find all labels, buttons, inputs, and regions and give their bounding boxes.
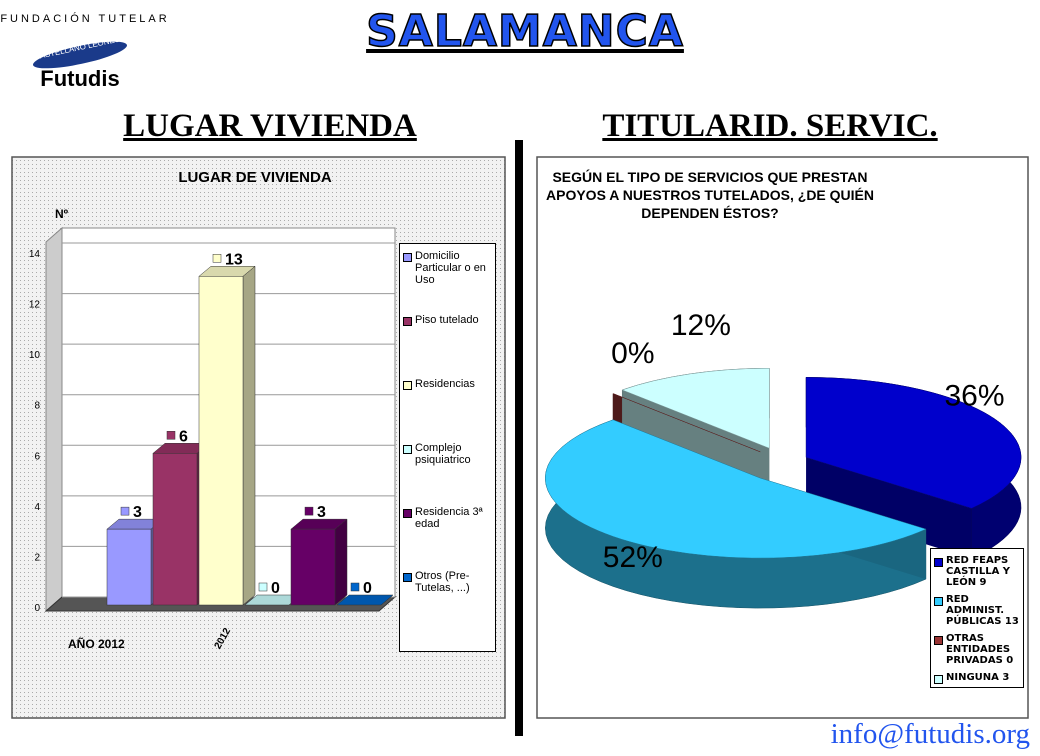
legend-item: RED FEAPS CASTILLA Y LEÓN 9 — [934, 555, 1020, 588]
y-tick-label: 0 — [34, 603, 40, 614]
legend: Domicilio Particular o en Uso Piso tutela… — [399, 243, 496, 652]
legend-label: Piso tutelado — [415, 314, 479, 326]
legend-label: NINGUNA 3 — [946, 672, 1010, 683]
legend-item: RED ADMINIST. PÚBLICAS 13 — [934, 594, 1020, 627]
y-tick-label: 8 — [34, 401, 40, 412]
data-label-marker — [304, 506, 314, 516]
data-label: 13 — [225, 251, 243, 268]
legend-swatch — [403, 573, 412, 582]
bar — [290, 528, 336, 606]
logo-brand: Futudis — [40, 66, 119, 91]
data-label: 0 — [363, 580, 372, 597]
bar-side — [242, 265, 256, 606]
legend-label: OTRAS ENTIDADES PRIVADAS 0 — [946, 633, 1014, 666]
legend-swatch — [934, 636, 943, 645]
bar-side — [334, 518, 348, 606]
x-axis-label: AÑO 2012 — [68, 636, 125, 651]
y-tick-label: 10 — [29, 350, 41, 361]
legend-label: Residencias — [415, 378, 475, 390]
legend-label: RED FEAPS CASTILLA Y LEÓN 9 — [946, 555, 1011, 588]
y-tick-label: 12 — [29, 300, 41, 311]
slide-title: SALAMANCA — [365, 5, 684, 58]
y-tick-label: 6 — [34, 451, 40, 462]
data-label: 52% — [603, 541, 663, 574]
legend-item: NINGUNA 3 — [934, 672, 1020, 684]
legend: RED FEAPS CASTILLA Y LEÓN 9 RED ADMINIST.… — [930, 548, 1024, 688]
side-wall — [45, 226, 63, 613]
bar — [152, 453, 198, 606]
legend-label: Complejo psiquiatrico — [415, 442, 471, 466]
chart-title: LUGAR DE VIVIENDA — [178, 169, 332, 186]
logo-line1: FUNDACIÓN TUTELAR — [0, 12, 169, 25]
y-axis-label: Nº — [55, 207, 69, 221]
data-label-marker — [166, 431, 176, 440]
logo-arc — [19, 43, 151, 81]
pie-slice — [621, 368, 770, 449]
legend-label: Residencia 3ª edad — [415, 506, 483, 530]
legend-item: OTRAS ENTIDADES PRIVADAS 0 — [934, 633, 1020, 666]
legend-item: Piso tutelado — [403, 314, 492, 372]
pie-slice — [545, 419, 927, 559]
legend-item: Residencia 3ª edad — [403, 506, 492, 564]
logo-band — [33, 41, 127, 69]
legend-swatch — [403, 509, 412, 518]
legend-swatch — [934, 675, 943, 684]
legend-item: Complejo psiquiatrico — [403, 442, 492, 500]
legend-swatch — [403, 381, 412, 390]
legend-label: RED ADMINIST. PÚBLICAS 13 — [946, 594, 1019, 627]
legend-swatch — [403, 317, 412, 326]
legend-item: Otros (Pre-Tutelas, ...) — [403, 570, 492, 628]
data-label: 12% — [671, 309, 731, 342]
data-label: 3 — [133, 504, 142, 521]
legend-swatch — [403, 445, 412, 454]
data-label: 0 — [271, 580, 280, 597]
bar-top — [336, 594, 394, 606]
y-tick-label: 14 — [29, 249, 41, 260]
logo: FUNDACIÓN TUTELAR CASTELLANO LEONESA Fut… — [0, 12, 169, 91]
data-label: 0% — [611, 337, 654, 370]
legend-swatch — [403, 253, 412, 262]
left-heading: LUGAR VIVIENDA — [123, 108, 417, 144]
legend-item: Domicilio Particular o en Uso — [403, 250, 492, 308]
pie-chart: 36% 52% 0% 12% — [545, 309, 1022, 609]
pie-slice — [805, 377, 1022, 509]
y-tick-label: 4 — [34, 502, 40, 513]
bar — [106, 528, 152, 606]
data-label-marker — [350, 582, 360, 592]
data-label: 36% — [945, 379, 1005, 412]
data-label: 3 — [317, 504, 326, 521]
right-heading: TITULARID. SERVIC. — [602, 108, 938, 144]
bar — [198, 276, 244, 606]
legend-swatch — [934, 558, 943, 567]
email: info@futudis.org — [830, 718, 1030, 750]
y-tick-label: 2 — [34, 552, 40, 563]
legend-label: Domicilio Particular o en Uso — [415, 250, 486, 286]
data-label-marker — [120, 506, 130, 516]
data-label: 6 — [179, 428, 188, 445]
divider — [515, 140, 523, 736]
data-label-marker — [258, 582, 268, 592]
legend-item: Residencias — [403, 378, 492, 436]
legend-swatch — [934, 597, 943, 606]
pie-title: SEGÚN EL TIPO DE SERVICIOS QUE PRESTAN A… — [546, 169, 874, 221]
legend-label: Otros (Pre-Tutelas, ...) — [415, 570, 470, 594]
pie-side — [806, 457, 972, 559]
data-label-marker — [212, 254, 222, 263]
